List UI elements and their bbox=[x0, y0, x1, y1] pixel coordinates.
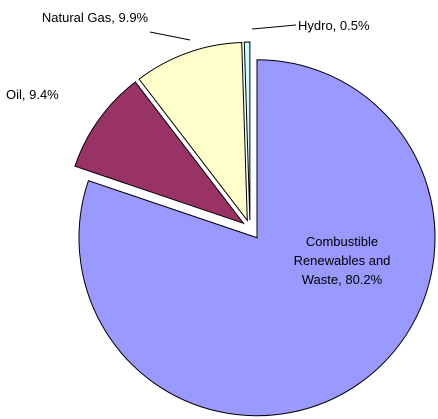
slice-label: Combustible Renewables and Waste, 80.2% bbox=[293, 234, 391, 287]
pie-slice bbox=[78, 59, 436, 417]
pie-slice bbox=[74, 81, 245, 225]
slice-label: Oil, 9.4% bbox=[6, 87, 59, 102]
slice-label: Hydro, 0.5% bbox=[298, 18, 370, 33]
leader-line bbox=[149, 31, 191, 41]
pie-slice bbox=[243, 41, 251, 221]
leader-line bbox=[251, 24, 297, 30]
pie-slice bbox=[138, 42, 248, 223]
slice-label: Natural Gas, 9.9% bbox=[41, 10, 149, 25]
